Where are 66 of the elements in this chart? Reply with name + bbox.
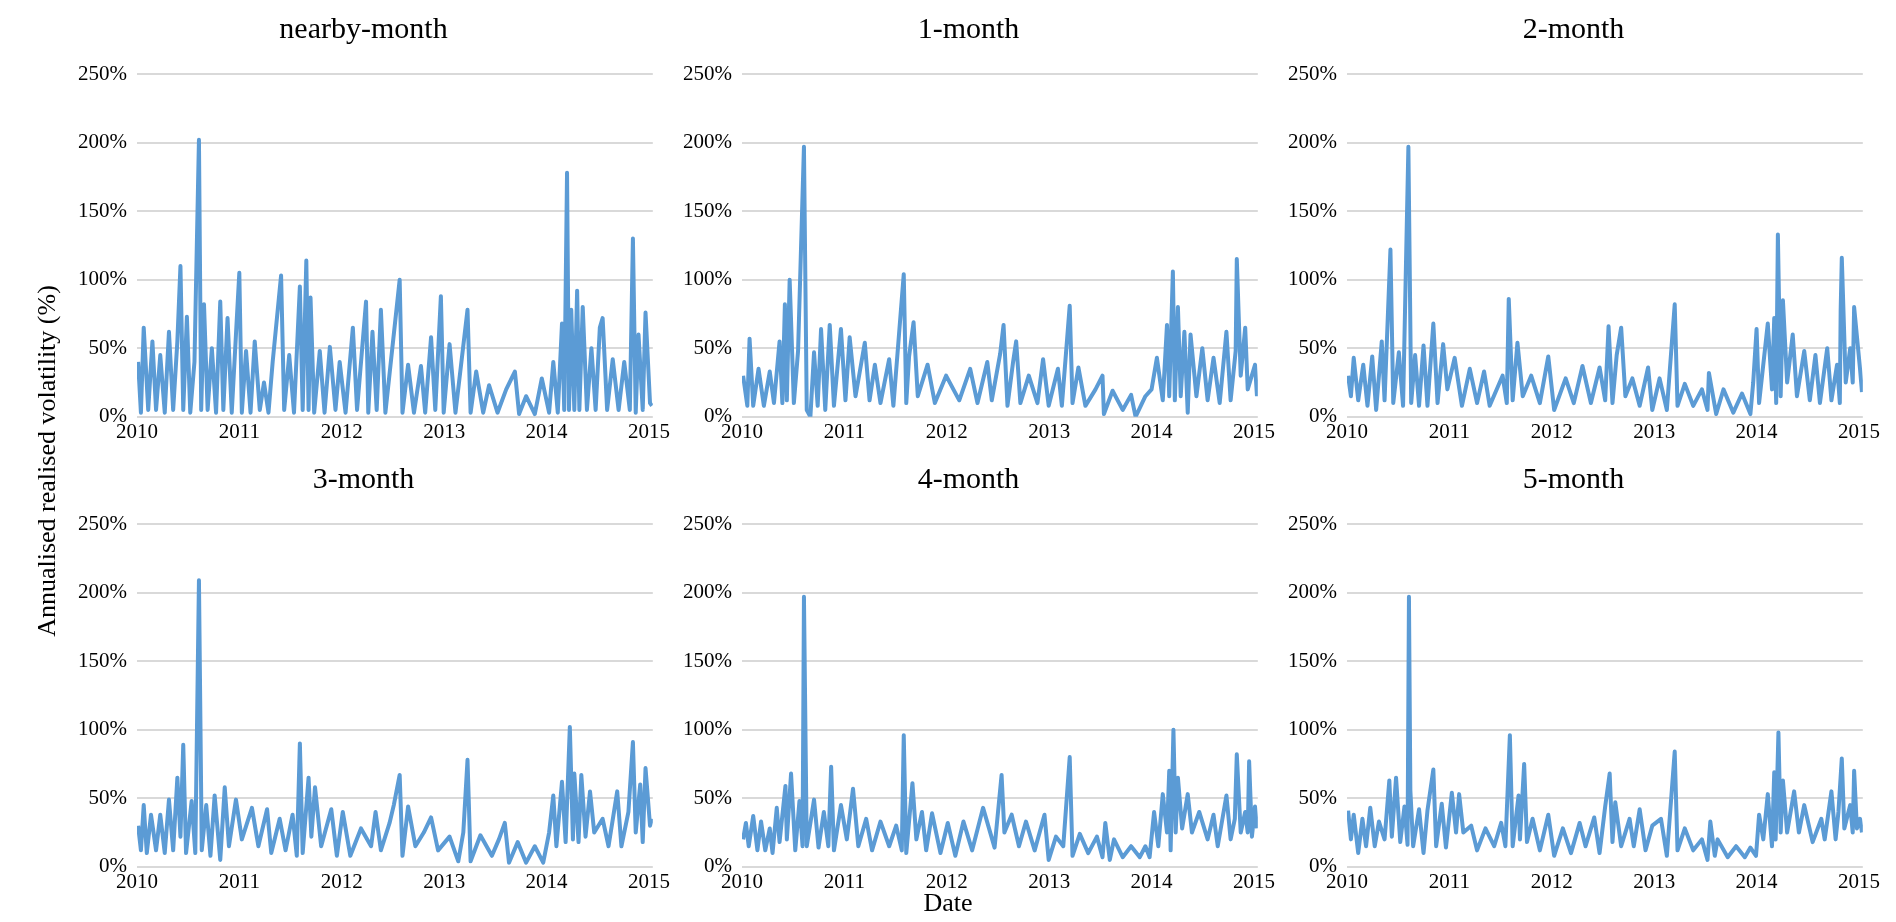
x-tick-label: 2015: [627, 418, 670, 443]
y-tick-label: 50%: [88, 784, 127, 809]
x-tick-label: 2012: [320, 418, 363, 443]
x-tick-label: 2013: [1028, 418, 1071, 443]
x-tick-label: 2014: [1130, 418, 1174, 443]
x-tick-label: 2012: [1530, 868, 1573, 893]
chart-title: 1-month: [917, 10, 1020, 44]
y-tick-label: 250%: [682, 60, 732, 85]
x-tick-label: 2014: [1130, 868, 1174, 893]
x-tick-label: 2014: [525, 418, 569, 443]
y-tick-label: 50%: [1298, 784, 1337, 809]
x-tick-label: 2015: [1232, 868, 1275, 893]
y-tick-label: 150%: [682, 647, 732, 672]
x-tick-label: 2012: [925, 418, 968, 443]
y-tick-label: 250%: [1287, 60, 1337, 85]
y-tick-label: 200%: [1287, 129, 1337, 154]
x-tick-label: 2013: [1028, 868, 1071, 893]
y-tick-label: 100%: [1287, 266, 1337, 291]
x-tick-label: 2015: [1837, 418, 1880, 443]
chart-title: 5-month: [1522, 460, 1625, 494]
y-tick-label: 100%: [77, 266, 127, 291]
x-tick-label: 2013: [423, 418, 466, 443]
x-tick-label: 2015: [1232, 418, 1275, 443]
chart-title: 4-month: [917, 460, 1020, 494]
x-tick-label: 2014: [525, 868, 569, 893]
y-tick-label: 200%: [1287, 579, 1337, 604]
y-axis-title: Annualised realised volatility (%): [32, 285, 62, 637]
x-tick-label: 2012: [1530, 418, 1573, 443]
y-tick-label: 200%: [77, 579, 127, 604]
x-tick-label: 2011: [218, 868, 260, 893]
y-tick-label: 100%: [682, 716, 732, 741]
y-tick-label: 100%: [682, 266, 732, 291]
chart-title: nearby-month: [279, 10, 448, 44]
x-tick-label: 2013: [1633, 418, 1676, 443]
y-tick-label: 250%: [1287, 510, 1337, 535]
y-tick-label: 150%: [682, 197, 732, 222]
y-tick-label: 150%: [1287, 197, 1337, 222]
x-tick-label: 2014: [1735, 868, 1779, 893]
x-tick-label: 2011: [823, 868, 865, 893]
x-tick-label: 2014: [1735, 418, 1779, 443]
y-tick-label: 50%: [88, 334, 127, 359]
y-tick-label: 250%: [682, 510, 732, 535]
x-tick-label: 2013: [423, 868, 466, 893]
y-tick-label: 150%: [77, 197, 127, 222]
x-tick-label: 2011: [1428, 418, 1470, 443]
x-tick-label: 2011: [823, 418, 865, 443]
x-tick-label: 2015: [627, 868, 670, 893]
y-tick-label: 100%: [1287, 716, 1337, 741]
y-tick-label: 150%: [77, 647, 127, 672]
chart-title: 3-month: [312, 460, 415, 494]
y-tick-label: 250%: [77, 510, 127, 535]
y-tick-label: 50%: [693, 784, 732, 809]
x-tick-label: 2015: [1837, 868, 1880, 893]
y-tick-label: 150%: [1287, 647, 1337, 672]
y-tick-label: 200%: [682, 579, 732, 604]
y-tick-label: 250%: [77, 60, 127, 85]
chart-title: 2-month: [1522, 10, 1625, 44]
y-tick-label: 100%: [77, 716, 127, 741]
x-tick-label: 2011: [1428, 868, 1470, 893]
x-tick-label: 2013: [1633, 868, 1676, 893]
y-tick-label: 200%: [682, 129, 732, 154]
y-tick-label: 200%: [77, 129, 127, 154]
x-tick-label: 2011: [218, 418, 260, 443]
x-tick-label: 2012: [320, 868, 363, 893]
y-tick-label: 50%: [693, 334, 732, 359]
y-tick-label: 50%: [1298, 334, 1337, 359]
